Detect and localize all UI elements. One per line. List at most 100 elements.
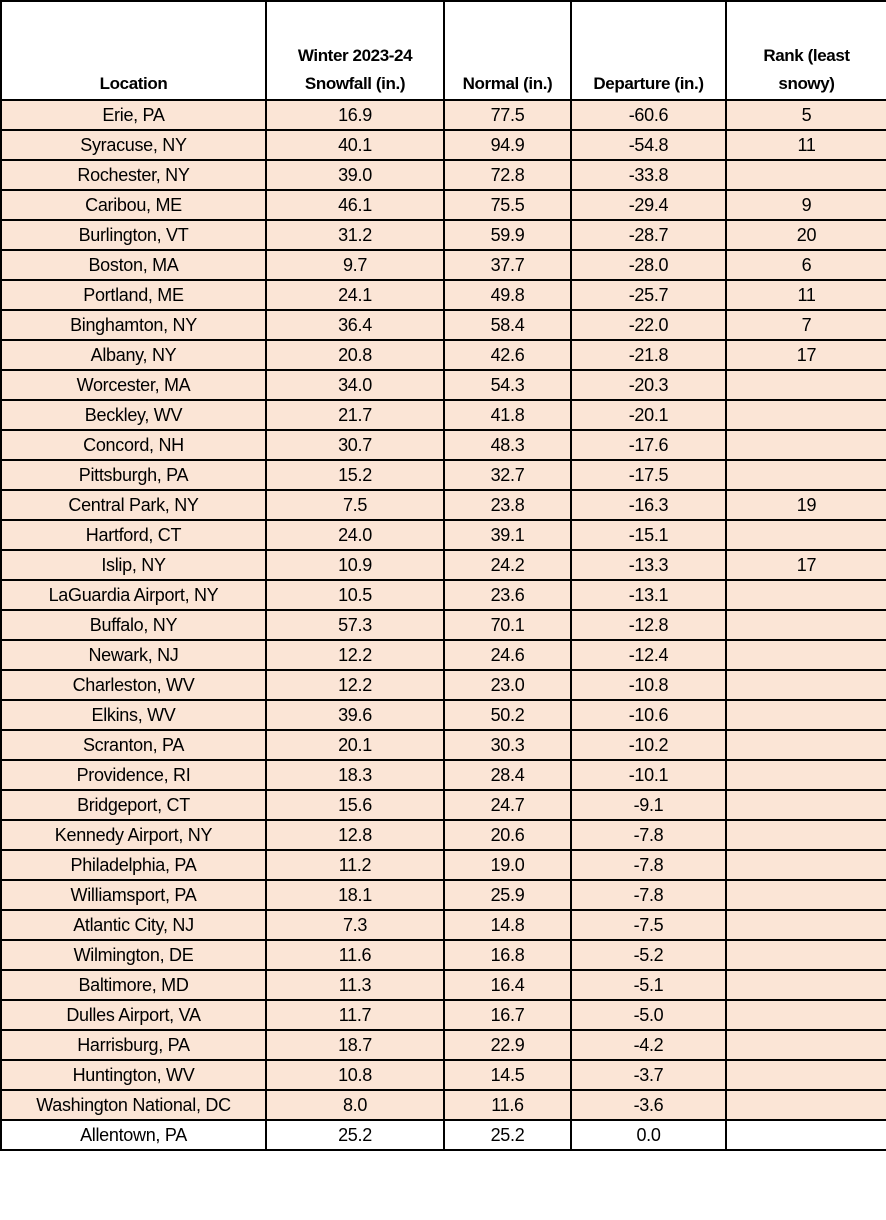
- cell-snowfall: 12.2: [265, 639, 445, 671]
- cell-normal: 24.7: [443, 789, 572, 821]
- cell-departure: -7.8: [570, 879, 727, 911]
- cell-location: Erie, PA: [0, 99, 267, 131]
- cell-snowfall: 12.8: [265, 819, 445, 851]
- cell-rank: [725, 939, 886, 971]
- header-text: Rank (least: [763, 46, 850, 65]
- cell-rank: [725, 399, 886, 431]
- cell-snowfall: 21.7: [265, 399, 445, 431]
- cell-normal: 37.7: [443, 249, 572, 281]
- cell-normal: 14.8: [443, 909, 572, 941]
- table-row: Islip, NY 10.9 24.2 -13.3 17: [0, 549, 886, 581]
- cell-location: Newark, NJ: [0, 639, 267, 671]
- table-row: Albany, NY 20.8 42.6 -21.8 17: [0, 339, 886, 371]
- cell-normal: 23.8: [443, 489, 572, 521]
- cell-normal: 22.9: [443, 1029, 572, 1061]
- cell-location: Providence, RI: [0, 759, 267, 791]
- cell-departure: -29.4: [570, 189, 727, 221]
- cell-departure: -5.1: [570, 969, 727, 1001]
- cell-rank: [725, 159, 886, 191]
- table-row: Huntington, WV 10.8 14.5 -3.7: [0, 1059, 886, 1091]
- cell-location: Williamsport, PA: [0, 879, 267, 911]
- cell-normal: 28.4: [443, 759, 572, 791]
- header-location: Location: [0, 0, 267, 101]
- cell-location: Bridgeport, CT: [0, 789, 267, 821]
- cell-snowfall: 18.1: [265, 879, 445, 911]
- cell-rank: [725, 429, 886, 461]
- cell-snowfall: 24.0: [265, 519, 445, 551]
- table-row: Beckley, WV 21.7 41.8 -20.1: [0, 399, 886, 431]
- cell-location: Caribou, ME: [0, 189, 267, 221]
- cell-rank: [725, 1029, 886, 1061]
- cell-location: Kennedy Airport, NY: [0, 819, 267, 851]
- cell-location: Concord, NH: [0, 429, 267, 461]
- table-row: Harrisburg, PA 18.7 22.9 -4.2: [0, 1029, 886, 1061]
- cell-snowfall: 46.1: [265, 189, 445, 221]
- cell-normal: 32.7: [443, 459, 572, 491]
- cell-location: Elkins, WV: [0, 699, 267, 731]
- cell-location: Huntington, WV: [0, 1059, 267, 1091]
- table-row: Erie, PA 16.9 77.5 -60.6 5: [0, 99, 886, 131]
- header-row: Location Winter 2023-24 Snowfall (in.) Norm…: [0, 0, 886, 101]
- cell-snowfall: 10.9: [265, 549, 445, 581]
- cell-location: Beckley, WV: [0, 399, 267, 431]
- cell-location: Burlington, VT: [0, 219, 267, 251]
- cell-snowfall: 8.0: [265, 1089, 445, 1121]
- cell-departure: -17.6: [570, 429, 727, 461]
- cell-departure: -3.7: [570, 1059, 727, 1091]
- cell-rank: [725, 1119, 886, 1151]
- cell-normal: 39.1: [443, 519, 572, 551]
- cell-departure: -10.8: [570, 669, 727, 701]
- cell-normal: 16.7: [443, 999, 572, 1031]
- cell-normal: 42.6: [443, 339, 572, 371]
- snowfall-table: Location Winter 2023-24 Snowfall (in.) Norm…: [0, 0, 886, 1151]
- cell-normal: 24.6: [443, 639, 572, 671]
- cell-snowfall: 24.1: [265, 279, 445, 311]
- cell-location: Scranton, PA: [0, 729, 267, 761]
- cell-departure: -3.6: [570, 1089, 727, 1121]
- cell-departure: -7.8: [570, 849, 727, 881]
- table-row: Baltimore, MD 11.3 16.4 -5.1: [0, 969, 886, 1001]
- cell-snowfall: 40.1: [265, 129, 445, 161]
- cell-location: Washington National, DC: [0, 1089, 267, 1121]
- table-row: Rochester, NY 39.0 72.8 -33.8: [0, 159, 886, 191]
- cell-snowfall: 16.9: [265, 99, 445, 131]
- cell-location: Pittsburgh, PA: [0, 459, 267, 491]
- cell-snowfall: 39.0: [265, 159, 445, 191]
- table-row: Caribou, ME 46.1 75.5 -29.4 9: [0, 189, 886, 221]
- cell-rank: [725, 819, 886, 851]
- cell-normal: 25.2: [443, 1119, 572, 1151]
- cell-snowfall: 20.8: [265, 339, 445, 371]
- cell-location: Hartford, CT: [0, 519, 267, 551]
- cell-rank: [725, 459, 886, 491]
- cell-rank: [725, 849, 886, 881]
- cell-rank: [725, 639, 886, 671]
- cell-rank: [725, 789, 886, 821]
- cell-departure: -20.3: [570, 369, 727, 401]
- cell-departure: -7.8: [570, 819, 727, 851]
- cell-normal: 30.3: [443, 729, 572, 761]
- cell-snowfall: 9.7: [265, 249, 445, 281]
- cell-rank: [725, 759, 886, 791]
- cell-normal: 19.0: [443, 849, 572, 881]
- cell-snowfall: 15.6: [265, 789, 445, 821]
- cell-location: Baltimore, MD: [0, 969, 267, 1001]
- cell-rank: 19: [725, 489, 886, 521]
- table-row: Burlington, VT 31.2 59.9 -28.7 20: [0, 219, 886, 251]
- cell-normal: 75.5: [443, 189, 572, 221]
- cell-rank: [725, 609, 886, 641]
- cell-location: Charleston, WV: [0, 669, 267, 701]
- table-row: Boston, MA 9.7 37.7 -28.0 6: [0, 249, 886, 281]
- cell-departure: -10.6: [570, 699, 727, 731]
- cell-rank: [725, 999, 886, 1031]
- cell-location: Dulles Airport, VA: [0, 999, 267, 1031]
- cell-snowfall: 15.2: [265, 459, 445, 491]
- header-text: Winter 2023-24: [297, 46, 413, 65]
- table-row: Syracuse, NY 40.1 94.9 -54.8 11: [0, 129, 886, 161]
- cell-rank: 7: [725, 309, 886, 341]
- table-row: Hartford, CT 24.0 39.1 -15.1: [0, 519, 886, 551]
- table-row: Dulles Airport, VA 11.7 16.7 -5.0: [0, 999, 886, 1031]
- cell-rank: 11: [725, 279, 886, 311]
- cell-rank: [725, 729, 886, 761]
- cell-normal: 50.2: [443, 699, 572, 731]
- cell-departure: -10.1: [570, 759, 727, 791]
